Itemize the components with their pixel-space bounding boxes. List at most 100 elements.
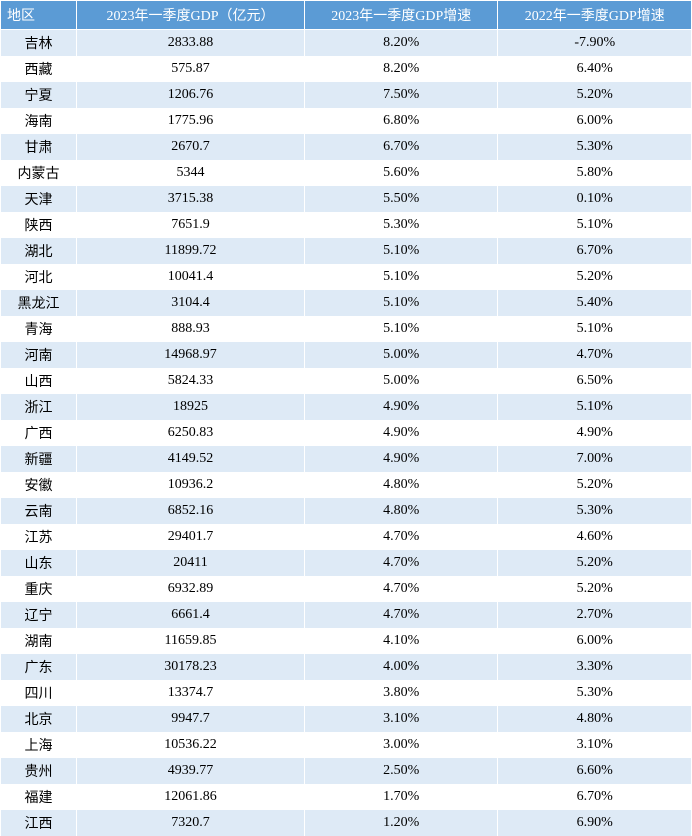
table-cell: 1.70% [305, 784, 498, 810]
table-row: 河北10041.45.10%5.20% [1, 264, 692, 290]
table-cell: 7.50% [305, 82, 498, 108]
table-cell: 5.10% [305, 238, 498, 264]
table-cell: 浙江 [1, 394, 77, 420]
table-cell: 黑龙江 [1, 290, 77, 316]
table-row: 甘肃2670.76.70%5.30% [1, 134, 692, 160]
table-row: 湖北11899.725.10%6.70% [1, 238, 692, 264]
table-row: 安徽10936.24.80%5.20% [1, 472, 692, 498]
table-row: 贵州4939.772.50%6.60% [1, 758, 692, 784]
table-row: 山西5824.335.00%6.50% [1, 368, 692, 394]
table-cell: 8.20% [305, 56, 498, 82]
table-row: 重庆6932.894.70%5.20% [1, 576, 692, 602]
table-cell: 山东 [1, 550, 77, 576]
col-header-region: 地区 [1, 1, 77, 30]
table-header: 地区 2023年一季度GDP（亿元） 2023年一季度GDP增速 2022年一季… [1, 1, 692, 30]
table-row: 江苏29401.74.70%4.60% [1, 524, 692, 550]
table-cell: 天津 [1, 186, 77, 212]
table-row: 黑龙江3104.45.10%5.40% [1, 290, 692, 316]
table-row: 辽宁6661.44.70%2.70% [1, 602, 692, 628]
col-header-growth2023: 2023年一季度GDP增速 [305, 1, 498, 30]
table-cell: 4.80% [305, 498, 498, 524]
table-row: 山东204114.70%5.20% [1, 550, 692, 576]
table-row: 江西7320.71.20%6.90% [1, 810, 692, 836]
table-cell: 1206.76 [77, 82, 305, 108]
table-row: 新疆4149.524.90%7.00% [1, 446, 692, 472]
table-cell: 内蒙古 [1, 160, 77, 186]
table-cell: 4.90% [498, 420, 692, 446]
table-cell: 6.00% [498, 628, 692, 654]
table-cell: 30178.23 [77, 654, 305, 680]
table-cell: 4.90% [305, 420, 498, 446]
table-cell: 0.10% [498, 186, 692, 212]
table-cell: 4.70% [305, 524, 498, 550]
table-cell: 4.00% [305, 654, 498, 680]
table-cell: 2.50% [305, 758, 498, 784]
table-cell: 海南 [1, 108, 77, 134]
table-cell: 4.80% [498, 706, 692, 732]
table-cell: 6932.89 [77, 576, 305, 602]
table-cell: 11659.85 [77, 628, 305, 654]
table-cell: 吉林 [1, 30, 77, 57]
table-row: 北京9947.73.10%4.80% [1, 706, 692, 732]
table-cell: 888.93 [77, 316, 305, 342]
table-cell: 9947.7 [77, 706, 305, 732]
table-cell: 青海 [1, 316, 77, 342]
table-row: 吉林2833.888.20%-7.90% [1, 30, 692, 57]
table-cell: 新疆 [1, 446, 77, 472]
table-cell: 18925 [77, 394, 305, 420]
table-row: 浙江189254.90%5.10% [1, 394, 692, 420]
table-cell: 5.60% [305, 160, 498, 186]
table-cell: 宁夏 [1, 82, 77, 108]
table-cell: 湖北 [1, 238, 77, 264]
table-cell: 贵州 [1, 758, 77, 784]
table-cell: 重庆 [1, 576, 77, 602]
table-cell: 5.30% [305, 212, 498, 238]
table-cell: 4.90% [305, 394, 498, 420]
table-cell: 6852.16 [77, 498, 305, 524]
table-cell: 西藏 [1, 56, 77, 82]
table-cell: 3104.4 [77, 290, 305, 316]
table-row: 广东30178.234.00%3.30% [1, 654, 692, 680]
table-cell: -7.90% [498, 30, 692, 57]
table-cell: 5.10% [305, 316, 498, 342]
table-cell: 4.60% [498, 524, 692, 550]
table-row: 内蒙古53445.60%5.80% [1, 160, 692, 186]
table-cell: 江苏 [1, 524, 77, 550]
table-cell: 甘肃 [1, 134, 77, 160]
table-cell: 10936.2 [77, 472, 305, 498]
table-cell: 5.40% [498, 290, 692, 316]
table-cell: 6.70% [305, 134, 498, 160]
table-cell: 上海 [1, 732, 77, 758]
table-cell: 5.10% [305, 290, 498, 316]
table-cell: 20411 [77, 550, 305, 576]
table-cell: 14968.97 [77, 342, 305, 368]
table-row: 湖南11659.854.10%6.00% [1, 628, 692, 654]
col-header-gdp2023: 2023年一季度GDP（亿元） [77, 1, 305, 30]
table-row: 河南14968.975.00%4.70% [1, 342, 692, 368]
table-cell: 6.90% [498, 810, 692, 836]
table-cell: 江西 [1, 810, 77, 836]
table-cell: 5.30% [498, 134, 692, 160]
table-cell: 4.70% [498, 342, 692, 368]
table-cell: 湖南 [1, 628, 77, 654]
table-cell: 5824.33 [77, 368, 305, 394]
table-cell: 山西 [1, 368, 77, 394]
table-row: 四川13374.73.80%5.30% [1, 680, 692, 706]
table-cell: 4.80% [305, 472, 498, 498]
col-header-growth2022: 2022年一季度GDP增速 [498, 1, 692, 30]
table-cell: 5.80% [498, 160, 692, 186]
table-cell: 6.40% [498, 56, 692, 82]
table-cell: 3.10% [305, 706, 498, 732]
table-cell: 5.20% [498, 264, 692, 290]
table-cell: 4939.77 [77, 758, 305, 784]
table-cell: 河北 [1, 264, 77, 290]
table-cell: 5344 [77, 160, 305, 186]
table-cell: 1.20% [305, 810, 498, 836]
gdp-table: 地区 2023年一季度GDP（亿元） 2023年一季度GDP增速 2022年一季… [0, 0, 692, 836]
table-cell: 7651.9 [77, 212, 305, 238]
table-cell: 3.00% [305, 732, 498, 758]
table-cell: 3.80% [305, 680, 498, 706]
table-cell: 5.10% [498, 212, 692, 238]
table-cell: 5.30% [498, 498, 692, 524]
table-row: 云南6852.164.80%5.30% [1, 498, 692, 524]
